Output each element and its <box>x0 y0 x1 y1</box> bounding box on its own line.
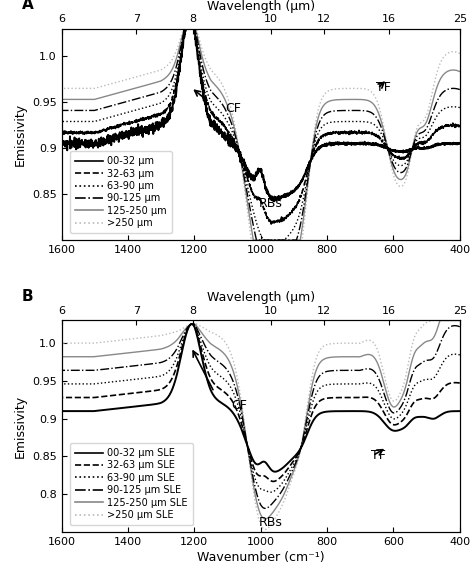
Y-axis label: Emissivity: Emissivity <box>13 395 27 458</box>
Text: TF: TF <box>376 81 391 94</box>
Text: RBs: RBs <box>259 516 283 529</box>
Y-axis label: Emissivity: Emissivity <box>13 103 27 166</box>
Text: CF: CF <box>225 102 241 115</box>
Legend: 00-32 μm, 32-63 μm, 63-90 μm, 90-125 μm, 125-250 μm, >250 μm: 00-32 μm, 32-63 μm, 63-90 μm, 90-125 μm,… <box>71 151 172 233</box>
Text: TF: TF <box>371 449 386 462</box>
X-axis label: Wavelength (μm): Wavelength (μm) <box>207 292 315 304</box>
X-axis label: Wavelength (μm): Wavelength (μm) <box>207 0 315 13</box>
Text: CF: CF <box>231 399 246 412</box>
Text: RBs: RBs <box>259 197 283 210</box>
Legend: 00-32 μm SLE, 32-63 μm SLE, 63-90 μm SLE, 90-125 μm SLE, 125-250 μm SLE, >250 μm: 00-32 μm SLE, 32-63 μm SLE, 63-90 μm SLE… <box>71 443 193 525</box>
Text: B: B <box>22 289 34 304</box>
Text: A: A <box>22 0 34 12</box>
X-axis label: Wavenumber (cm⁻¹): Wavenumber (cm⁻¹) <box>197 551 325 564</box>
